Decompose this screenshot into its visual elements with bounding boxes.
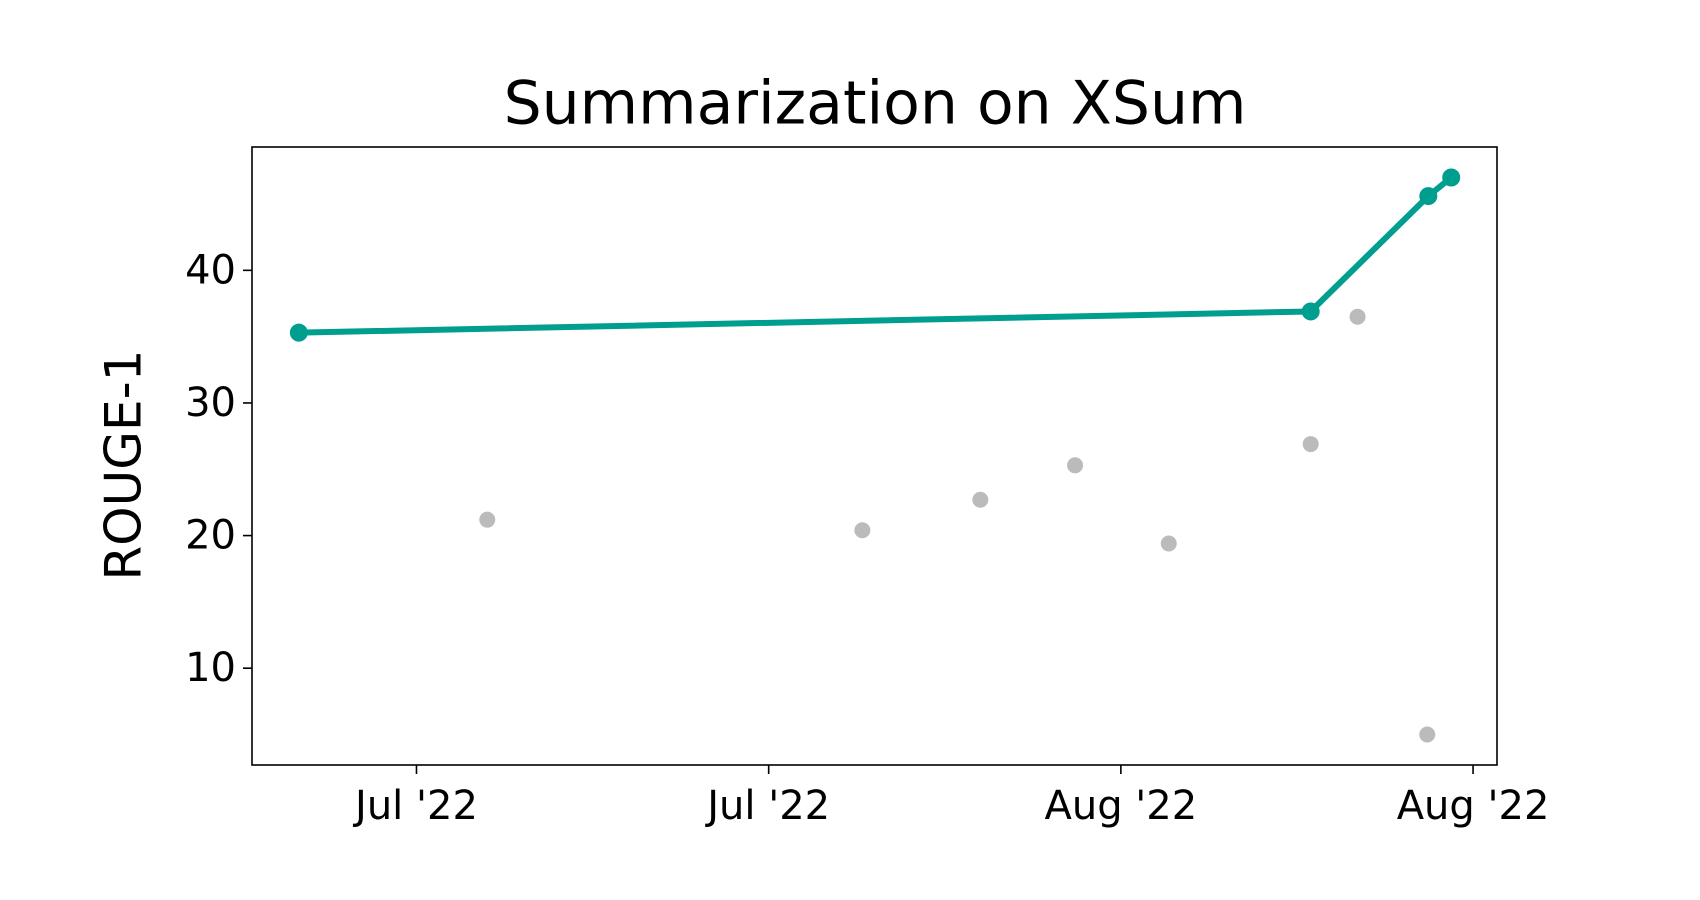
x-tick-label: Jul '22 [704,783,830,829]
y-tick-label: 30 [185,380,236,426]
data-point [854,522,871,539]
data-point [1419,726,1436,743]
y-tick-label: 20 [185,513,236,559]
plot-frame [251,146,1498,766]
y-tick-label: 40 [185,247,236,293]
data-point [479,511,496,528]
data-point [1442,168,1461,187]
data-point [1302,436,1319,453]
data-point [1419,187,1438,206]
data-point [1301,302,1320,321]
data-point [1067,457,1084,474]
data-point [289,323,308,342]
data-point [1349,308,1366,325]
chart-title: Summarization on XSum [504,69,1247,139]
y-axis-label: ROUGE-1 [95,350,153,581]
x-tick-label: Aug '22 [1044,783,1197,829]
y-tick-label: 10 [185,645,236,691]
x-tick-label: Aug '22 [1397,783,1550,829]
data-point [972,491,989,508]
series-line [298,175,1454,336]
data-point [1160,535,1177,552]
x-tick-label: Jul '22 [352,783,478,829]
